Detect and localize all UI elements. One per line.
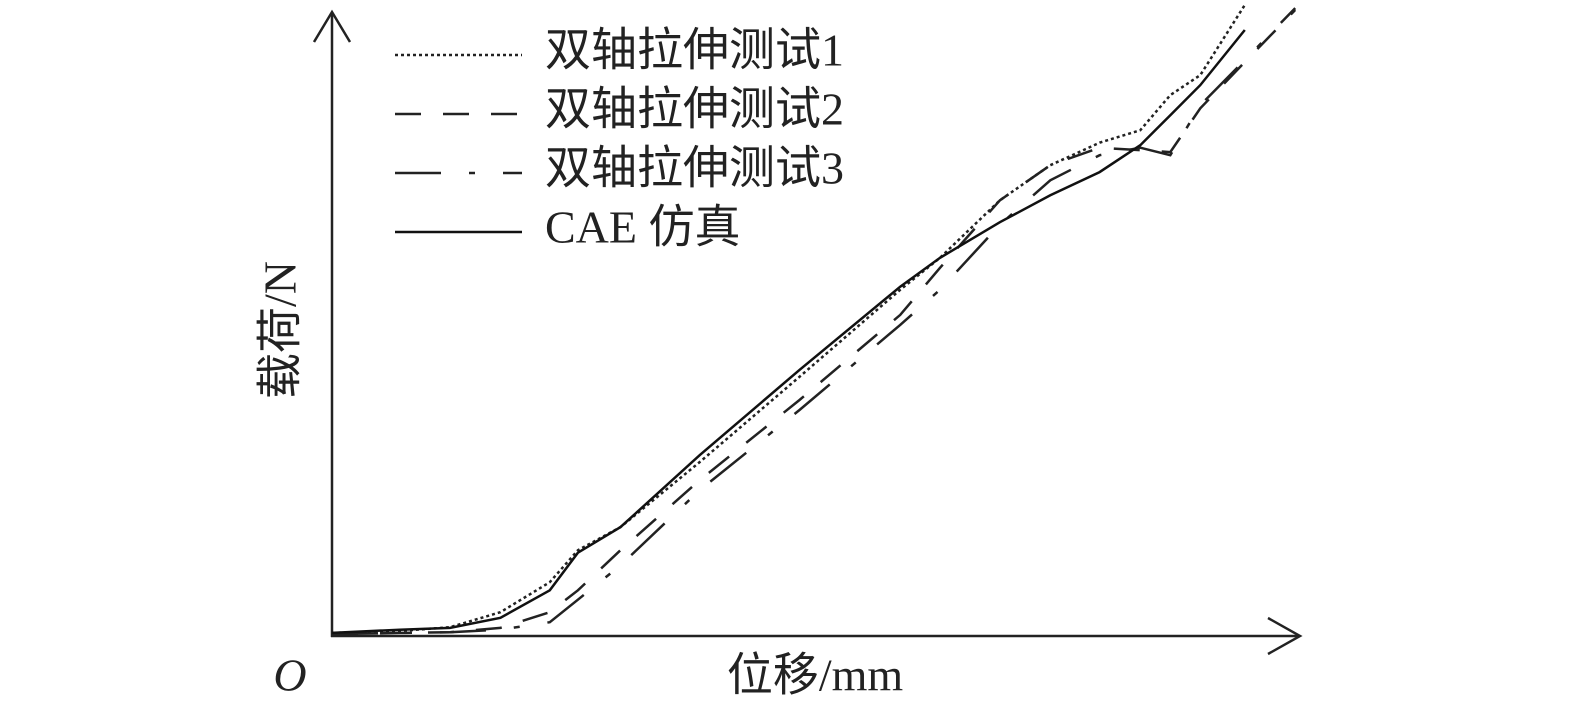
series-line	[331, 29, 1246, 635]
legend-label: 双轴拉伸测试3	[545, 143, 844, 194]
legend-label: 双轴拉伸测试1	[545, 25, 844, 76]
series-line	[331, 4, 1246, 635]
legend-label: 双轴拉伸测试2	[545, 84, 844, 135]
legend-label: CAE 仿真	[545, 202, 741, 253]
x-axis-arrow	[1267, 616, 1303, 656]
y-axis-label: 载荷/N	[255, 261, 306, 399]
series-line	[331, 7, 1297, 636]
x-axis-label: 位移/mm	[727, 650, 904, 701]
origin-label: O	[273, 650, 306, 701]
axes	[312, 9, 1303, 656]
series-line	[331, 9, 1297, 636]
y-axis-arrow	[312, 9, 352, 43]
